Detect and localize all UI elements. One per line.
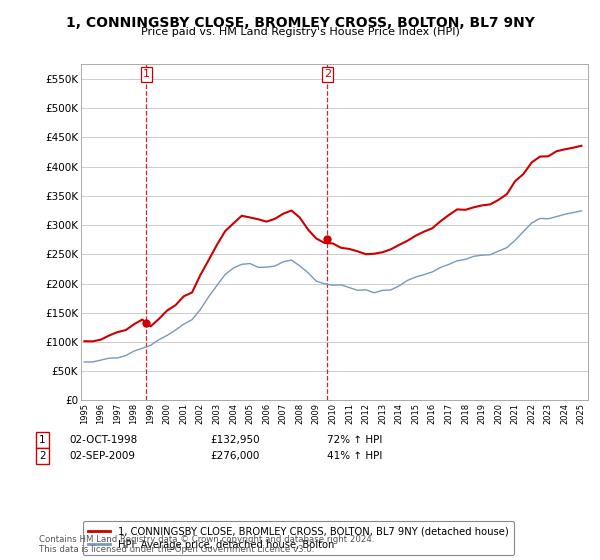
Text: 02-SEP-2009: 02-SEP-2009 <box>69 451 135 461</box>
Text: Price paid vs. HM Land Registry's House Price Index (HPI): Price paid vs. HM Land Registry's House … <box>140 27 460 37</box>
Text: £276,000: £276,000 <box>210 451 259 461</box>
Text: 1: 1 <box>143 69 150 80</box>
Text: 1, CONNINGSBY CLOSE, BROMLEY CROSS, BOLTON, BL7 9NY: 1, CONNINGSBY CLOSE, BROMLEY CROSS, BOLT… <box>65 16 535 30</box>
Text: 02-OCT-1998: 02-OCT-1998 <box>69 435 137 445</box>
Text: 41% ↑ HPI: 41% ↑ HPI <box>327 451 382 461</box>
Text: £132,950: £132,950 <box>210 435 260 445</box>
Legend: 1, CONNINGSBY CLOSE, BROMLEY CROSS, BOLTON, BL7 9NY (detached house), HPI: Avera: 1, CONNINGSBY CLOSE, BROMLEY CROSS, BOLT… <box>83 521 514 555</box>
Text: 72% ↑ HPI: 72% ↑ HPI <box>327 435 382 445</box>
Text: 1: 1 <box>39 435 46 445</box>
Text: 2: 2 <box>39 451 46 461</box>
Text: Contains HM Land Registry data © Crown copyright and database right 2024.
This d: Contains HM Land Registry data © Crown c… <box>39 535 374 554</box>
Text: 2: 2 <box>324 69 331 80</box>
